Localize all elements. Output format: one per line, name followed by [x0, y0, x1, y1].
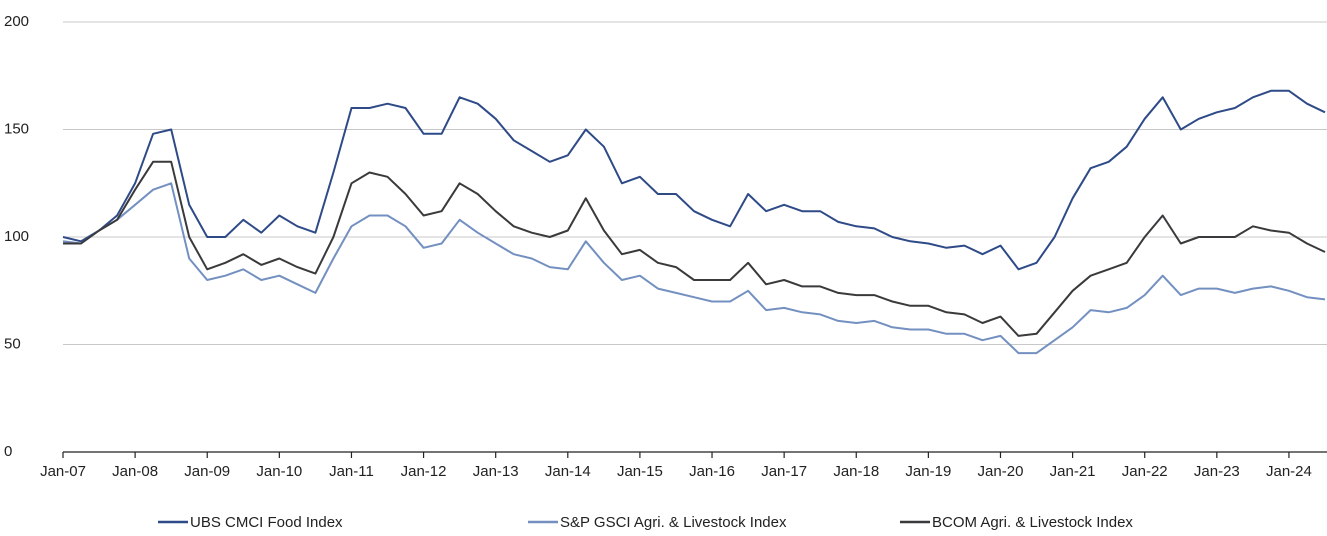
series-line: [62, 89, 1326, 271]
y-tick-label: 150: [4, 120, 29, 137]
y-tick-label: 100: [4, 228, 29, 245]
x-tick-label: Jan-13: [473, 463, 519, 480]
x-tick-label: Jan-09: [184, 463, 230, 480]
x-tick-label: Jan-10: [256, 463, 302, 480]
x-tick-label: Jan-17: [761, 463, 807, 480]
y-tick-label: 0: [4, 443, 12, 460]
x-tick-label: Jan-07: [40, 463, 86, 480]
y-tick-label: 200: [4, 13, 29, 30]
x-tick-label: Jan-08: [112, 463, 158, 480]
x-tick-label: Jan-15: [617, 463, 663, 480]
x-tick-label: Jan-20: [978, 463, 1024, 480]
x-tick-label: Jan-23: [1194, 463, 1240, 480]
x-tick-label: Jan-19: [905, 463, 951, 480]
series-line: [62, 182, 1326, 355]
legend-label: BCOM Agri. & Livestock Index: [932, 514, 1133, 531]
legend-label: S&P GSCI Agri. & Livestock Index: [560, 514, 787, 531]
series-line: [63, 160, 1326, 337]
x-tick-label: Jan-16: [689, 463, 735, 480]
x-tick-label: Jan-22: [1122, 463, 1168, 480]
x-tick-label: Jan-14: [545, 463, 591, 480]
x-tick-label: Jan-18: [833, 463, 879, 480]
x-tick-label: Jan-11: [329, 463, 374, 480]
x-tick-label: Jan-24: [1266, 463, 1312, 480]
x-tick-label: Jan-12: [401, 463, 447, 480]
legend-label: UBS CMCI Food Index: [190, 514, 343, 531]
x-tick-label: Jan-21: [1050, 463, 1096, 480]
y-tick-label: 50: [4, 335, 21, 352]
